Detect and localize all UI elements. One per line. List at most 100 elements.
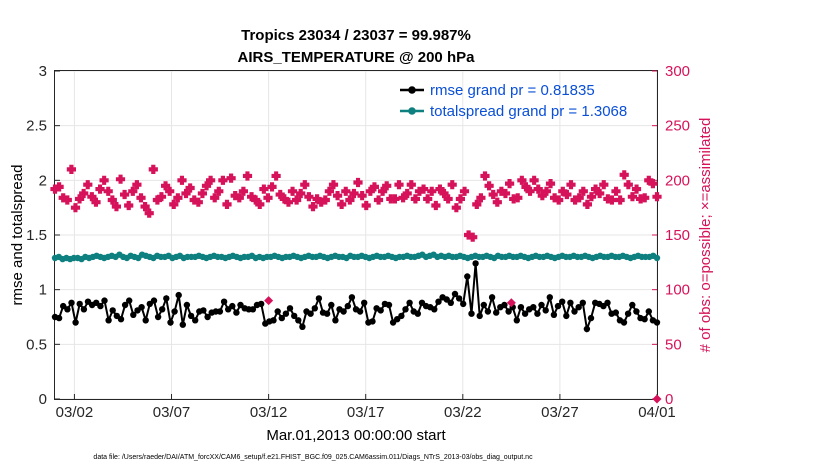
y-tick-label-left: 0.5 xyxy=(26,336,47,353)
rmse-point xyxy=(278,314,285,322)
obs-possible-point xyxy=(648,179,658,189)
obs-possible-point xyxy=(242,171,253,181)
rmse-point xyxy=(121,301,129,309)
rmse-point xyxy=(538,301,545,309)
plot-area-frame xyxy=(54,70,658,400)
obs-possible-point xyxy=(353,177,363,188)
rmse-point xyxy=(571,308,578,315)
y-tick-label-left: 3 xyxy=(39,63,47,80)
rmse-point xyxy=(159,306,166,313)
obs-possible-point xyxy=(578,186,588,196)
obs-possible-point xyxy=(406,180,416,190)
rmse-point xyxy=(171,308,178,315)
obs-possible-point xyxy=(99,175,109,185)
obs-possible-point xyxy=(165,186,175,196)
obs-possible-point xyxy=(468,232,478,242)
rmse-point xyxy=(55,314,63,322)
rmse-point xyxy=(546,294,553,301)
obs-possible-point xyxy=(148,164,158,174)
obs-possible-point xyxy=(263,193,273,203)
rmse-point xyxy=(311,305,318,312)
rmse-point xyxy=(517,304,525,311)
obs-possible-point xyxy=(255,199,265,209)
rmse-point xyxy=(64,306,71,313)
obs-possible-point xyxy=(537,191,547,201)
legend-rmse-marker xyxy=(408,86,416,94)
obs-assimilated-point xyxy=(264,296,274,306)
y-tick-label-left: 1.5 xyxy=(26,227,47,244)
rmse-point xyxy=(385,301,393,309)
obs-possible-point xyxy=(390,194,400,204)
x-tick-label: 03/22 xyxy=(444,404,482,421)
x-tick-label: 03/02 xyxy=(56,404,94,421)
obs-possible-point xyxy=(529,175,539,185)
obs-possible-point xyxy=(337,199,347,209)
obs-possible-point xyxy=(320,195,330,205)
rmse-point xyxy=(163,295,170,302)
obs-possible-point xyxy=(218,175,228,185)
obs-possible-point xyxy=(640,193,650,203)
obs-possible-point xyxy=(558,186,568,196)
obs-possible-point xyxy=(259,184,269,194)
obs-possible-point xyxy=(439,188,449,199)
obs-possible-point xyxy=(62,195,72,205)
rmse-point xyxy=(493,309,500,316)
rmse-point xyxy=(402,306,409,313)
obs-possible-point xyxy=(541,186,551,196)
obs-possible-point xyxy=(410,194,420,204)
rmse-point xyxy=(356,308,364,315)
obs-possible-point xyxy=(414,186,425,196)
obs-possible-point xyxy=(292,195,302,205)
obs-assimilated-point xyxy=(506,298,516,308)
obs-possible-point xyxy=(247,192,257,202)
rmse-point xyxy=(68,299,75,306)
obs-possible-point xyxy=(484,181,494,191)
obs-possible-point xyxy=(161,181,171,191)
obs-possible-point xyxy=(230,191,240,201)
obs-possible-point xyxy=(181,188,191,199)
rmse-point xyxy=(233,309,240,316)
obs-possible-point xyxy=(287,186,298,196)
rmse-point xyxy=(501,301,508,309)
y-tick-label-right: 200 xyxy=(665,172,690,189)
obs-possible-point xyxy=(206,175,216,185)
rmse-point xyxy=(282,310,290,317)
obs-possible-point xyxy=(615,195,625,205)
obs-possible-point xyxy=(623,180,633,190)
obs-possible-point xyxy=(271,171,281,181)
y-tick-label-left: 0 xyxy=(39,391,47,408)
rmse-point xyxy=(270,317,277,324)
obs-possible-point xyxy=(283,197,293,207)
obs-possible-point xyxy=(222,199,232,209)
rmse-point xyxy=(534,310,541,317)
rmse-point xyxy=(559,298,566,305)
obs-possible-point xyxy=(267,182,277,192)
rmse-point xyxy=(340,308,347,315)
rmse-point xyxy=(130,311,137,318)
rmse-point xyxy=(299,323,306,330)
obs-possible-point xyxy=(91,197,101,207)
obs-possible-point xyxy=(173,193,183,203)
rmse-point xyxy=(468,310,475,317)
rmse-point xyxy=(249,306,257,313)
rmse-point xyxy=(653,319,661,326)
obs-possible-point xyxy=(611,186,621,196)
obs-possible-point xyxy=(333,191,343,201)
obs-possible-point xyxy=(349,188,359,199)
rmse-point xyxy=(447,299,454,306)
rmse-point xyxy=(109,307,116,314)
rmse-point xyxy=(105,317,112,324)
y-tick-label-left: 1 xyxy=(39,282,47,299)
obs-possible-point xyxy=(279,194,289,204)
rmse-point xyxy=(328,301,335,309)
obs-possible-point xyxy=(177,175,187,185)
rmse-point xyxy=(274,308,281,315)
obs-possible-point xyxy=(570,195,580,205)
obs-possible-point xyxy=(619,170,629,180)
obs-possible-point xyxy=(472,199,482,209)
rmse-point xyxy=(117,316,125,323)
rmse-point xyxy=(179,321,186,328)
rmse-point xyxy=(550,311,558,318)
obs-possible-point xyxy=(599,180,609,190)
obs-possible-point xyxy=(517,175,527,185)
